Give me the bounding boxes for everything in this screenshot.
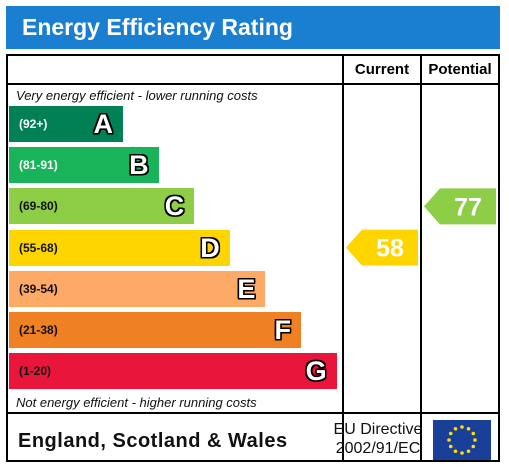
eu-star — [471, 431, 476, 436]
band-letter: D — [200, 232, 220, 263]
region-label: England, Scotland & Wales — [18, 430, 288, 452]
band-range: (69-80) — [19, 199, 58, 214]
divider-potential — [420, 56, 422, 460]
band-range: (81-91) — [19, 158, 58, 173]
rating-table: Current Potential Very energy efficient … — [6, 54, 500, 462]
band-a: (92+) A — [9, 106, 123, 142]
band-range: (92+) — [19, 117, 48, 131]
eu-star — [466, 426, 471, 431]
footer-divider — [8, 412, 498, 414]
band-letter: E — [237, 273, 256, 304]
eu-star — [453, 449, 458, 454]
eu-star — [466, 449, 471, 454]
eu-directive-line1: EU Directive — [333, 421, 423, 438]
current-rating-arrow: 58 — [346, 229, 418, 266]
eu-star — [460, 425, 464, 429]
potential-rating-arrow: 77 — [424, 188, 496, 225]
eu-directive-line2: 2002/91/EC — [335, 440, 421, 457]
band-g: (1-20) G — [9, 353, 337, 390]
eu-star — [448, 431, 453, 436]
eu-flag-icon — [433, 420, 491, 460]
band-range: (39-54) — [19, 281, 58, 296]
column-current: Current — [354, 61, 410, 78]
band-letter: F — [274, 315, 292, 345]
eu-star — [471, 444, 476, 449]
band-letter: B — [129, 150, 149, 181]
eu-star — [473, 438, 477, 442]
divider-current — [342, 56, 344, 460]
band-d: (55-68) D — [9, 229, 230, 266]
current-rating-marker — [346, 229, 418, 266]
eu-star — [448, 444, 453, 449]
band-letter: A — [93, 109, 114, 139]
band-range: (55-68) — [19, 240, 58, 255]
header-divider — [8, 83, 498, 85]
chart-title: Energy Efficiency Rating — [6, 6, 500, 49]
band-letter: G — [305, 356, 327, 387]
eu-star — [447, 438, 451, 442]
band-letter: C — [164, 191, 185, 222]
note-inefficient: Not energy efficient - higher running co… — [16, 395, 257, 410]
band-c: (69-80) C — [9, 188, 195, 225]
eu-star — [460, 451, 464, 455]
band-b: (81-91) B — [9, 147, 159, 184]
potential-rating-marker — [424, 188, 496, 225]
band-range: (1-20) — [19, 364, 52, 379]
column-potential: Potential — [428, 61, 492, 78]
band-e: (39-54) E — [9, 270, 266, 307]
eu-directive: EU Directive 2002/91/EC — [326, 420, 430, 458]
current-rating-value: 58 — [376, 235, 404, 263]
band-f: (21-38) F — [9, 312, 301, 348]
band-range: (21-38) — [19, 323, 58, 337]
potential-rating-value: 77 — [454, 193, 482, 221]
note-efficient: Very energy efficient - lower running co… — [16, 88, 258, 103]
eu-star — [453, 426, 458, 431]
